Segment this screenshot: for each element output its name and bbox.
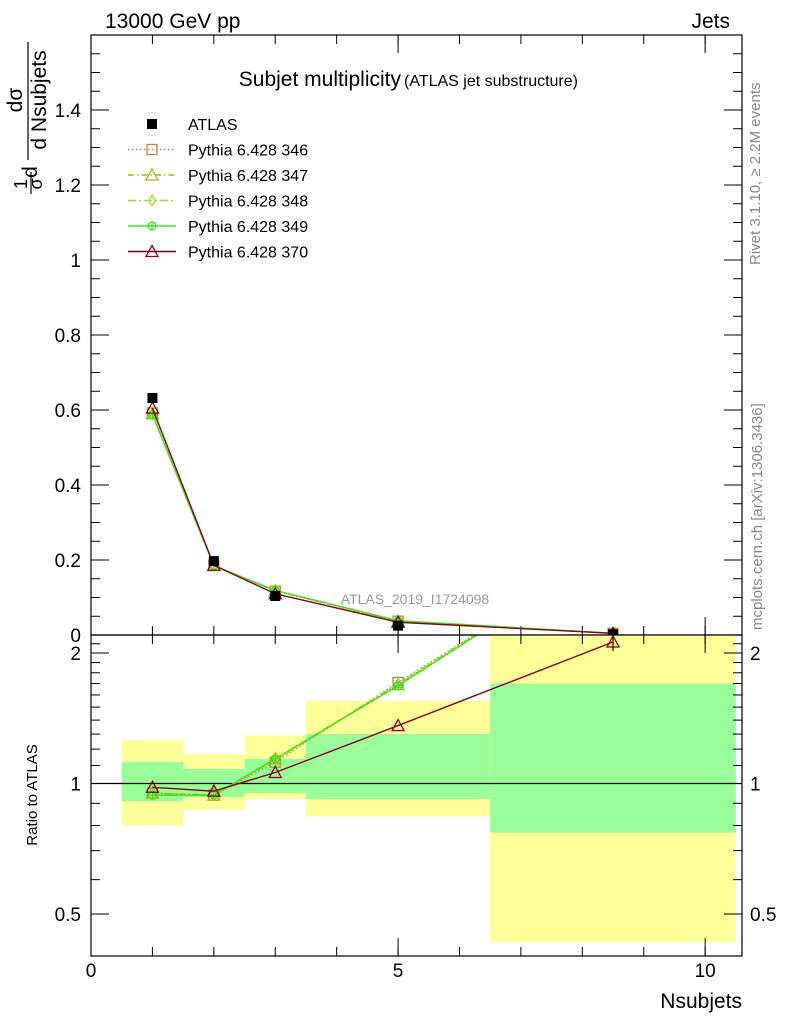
ratio-ytick-label-right: 0.5 (750, 905, 776, 926)
point-atlas (608, 629, 619, 640)
ylabel-frac-den: σ (26, 178, 46, 189)
ratio-ytick-label-left: 1 (70, 774, 81, 795)
ratio-xtick-label: 10 (695, 961, 716, 982)
main-ytick-label: 0.8 (55, 326, 81, 347)
ratio-point-p370 (145, 779, 160, 793)
point-atlas (393, 620, 404, 631)
ratio-ytick-label-left: 2 (70, 644, 81, 665)
legend-label-p370: Pythia 6.428 370 (188, 245, 308, 262)
legend-label-p349: Pythia 6.428 349 (188, 219, 308, 236)
ratio-xtick-label: 0 (86, 961, 97, 982)
ratio-ytick-label-right: 1 (750, 774, 761, 795)
uncertainty-band-stat (490, 683, 736, 833)
legend-label-atlas: ATLAS (188, 117, 238, 134)
ratio-xtick-label: 5 (393, 961, 404, 982)
series-atlas (147, 393, 619, 640)
ratio-content (91, 635, 742, 943)
ratio-point-p370 (268, 765, 283, 779)
main-ytick-label: 0 (70, 626, 81, 647)
rivet-label: Rivet 3.1.10, ≥ 2.2M events (747, 83, 764, 266)
ylabel-frac-num: 1 (11, 179, 31, 189)
point-atlas (208, 556, 219, 567)
main-ytick-label: 1 (70, 251, 81, 272)
main-subtitle: (ATLAS jet substructure) (404, 73, 578, 90)
ratio-point-p370 (390, 718, 406, 732)
ratio-series-p349 (147, 635, 479, 800)
ylabel-den: d Nsubjets (28, 50, 51, 149)
legend-marker-p347 (144, 167, 160, 181)
ratio-ylabel: Ratio to ATLAS (24, 744, 41, 845)
point-atlas (270, 591, 281, 601)
main-ylabel: d 1 σ dσ d Nsubjets (4, 42, 51, 194)
ylabel-num: dσ (4, 88, 27, 113)
ratio-panel: 0.5 0.5 1 1 2 2 0 5 10 (55, 635, 776, 982)
main-ytick-label: 1.2 (55, 176, 81, 197)
legend-label-p346: Pythia 6.428 346 (188, 143, 308, 160)
ratio-frame (90, 634, 743, 957)
legend-marker-p346 (146, 143, 158, 156)
legend-label-p347: Pythia 6.428 347 (188, 168, 308, 185)
watermark: ATLAS_2019_I1724098 (341, 591, 490, 607)
legend: ATLAS Pythia 6.428 346 Pythia 6.428 347 Pyt… (128, 117, 308, 262)
x-axis-label: Nsubjets (660, 990, 742, 1013)
energy-label: 13000 GeV pp (105, 10, 240, 33)
main-ytick-label: 1.4 (55, 101, 82, 122)
point-atlas (147, 393, 158, 403)
main-panel: 0 0.2 0.4 0.6 0.8 1 1.2 1.4 (55, 34, 742, 647)
main-ytick-label: 0.6 (55, 401, 81, 422)
point-p370 (145, 400, 160, 414)
legend-label-p348: Pythia 6.428 348 (188, 194, 308, 211)
ratio-point-p370 (206, 783, 221, 797)
ratio-ytick-label-right: 2 (750, 644, 761, 665)
main-ytick-label: 0.2 (55, 551, 81, 572)
ratio-point-p348 (148, 788, 157, 802)
legend-marker-p370 (144, 244, 160, 258)
legend-marker-p348 (147, 194, 157, 207)
main-ytick-label: 0.4 (55, 476, 82, 497)
ratio-ytick-label-left: 0.5 (55, 905, 81, 926)
legend-marker-atlas (147, 119, 157, 129)
category-label: Jets (691, 10, 730, 33)
main-title: Subjet multiplicity (239, 68, 402, 91)
mcplots-label: mcplots.cern.ch [arXiv:1306.3436] (749, 403, 766, 630)
ratio-line-p370 (152, 641, 614, 792)
uncertainty-band-stat (305, 734, 491, 800)
